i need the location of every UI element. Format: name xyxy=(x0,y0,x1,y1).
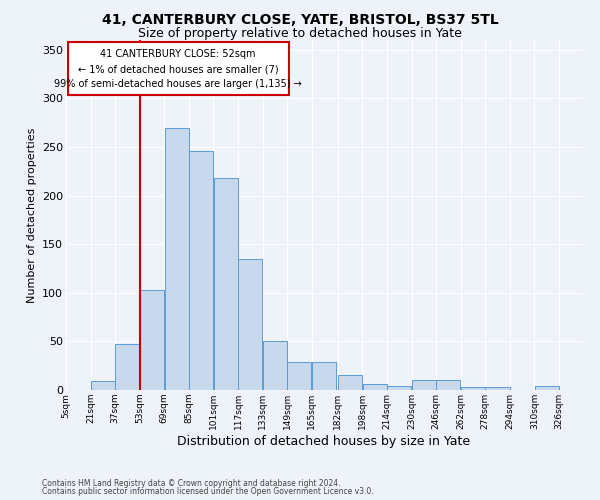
Text: Size of property relative to detached houses in Yate: Size of property relative to detached ho… xyxy=(138,28,462,40)
Text: ← 1% of detached houses are smaller (7): ← 1% of detached houses are smaller (7) xyxy=(78,64,278,74)
Bar xyxy=(140,290,164,390)
Bar xyxy=(338,376,362,390)
Text: 99% of semi-detached houses are larger (1,135) →: 99% of semi-detached houses are larger (… xyxy=(54,80,302,90)
Bar xyxy=(214,178,238,390)
Bar xyxy=(91,381,115,390)
Text: Contains public sector information licensed under the Open Government Licence v3: Contains public sector information licen… xyxy=(42,487,374,496)
Bar xyxy=(412,380,436,390)
Bar xyxy=(436,380,460,390)
Bar xyxy=(535,386,559,390)
Text: 41, CANTERBURY CLOSE, YATE, BRISTOL, BS37 5TL: 41, CANTERBURY CLOSE, YATE, BRISTOL, BS3… xyxy=(101,12,499,26)
Bar xyxy=(287,362,311,390)
Y-axis label: Number of detached properties: Number of detached properties xyxy=(26,128,37,302)
Bar xyxy=(485,387,509,390)
FancyBboxPatch shape xyxy=(68,42,289,96)
Bar xyxy=(263,342,287,390)
Text: Contains HM Land Registry data © Crown copyright and database right 2024.: Contains HM Land Registry data © Crown c… xyxy=(42,478,341,488)
Text: 41 CANTERBURY CLOSE: 52sqm: 41 CANTERBURY CLOSE: 52sqm xyxy=(100,49,256,58)
Bar xyxy=(461,387,485,390)
Bar xyxy=(362,384,387,390)
Bar xyxy=(164,128,188,390)
Bar xyxy=(312,362,336,390)
Bar xyxy=(189,151,213,390)
Bar xyxy=(115,344,139,390)
X-axis label: Distribution of detached houses by size in Yate: Distribution of detached houses by size … xyxy=(178,434,470,448)
Bar xyxy=(238,259,262,390)
Bar xyxy=(387,386,412,390)
